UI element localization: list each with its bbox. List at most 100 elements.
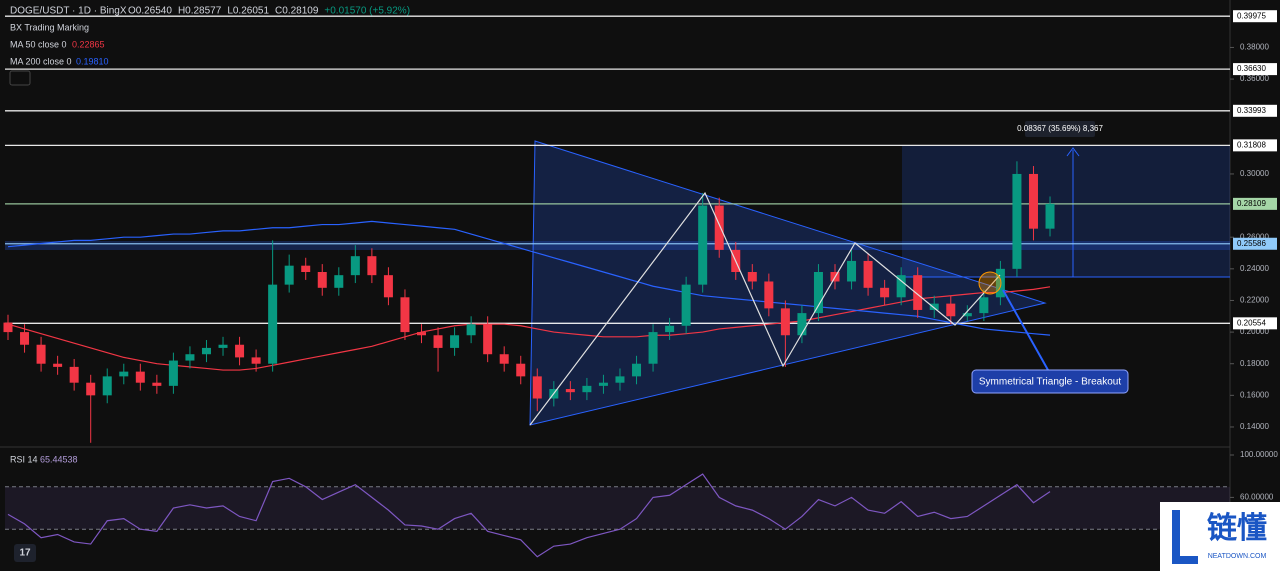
triangle-drawing <box>529 140 1047 426</box>
candle-body <box>1045 203 1055 229</box>
candle-body <box>847 260 857 282</box>
candle-body <box>632 363 642 377</box>
candle-body <box>813 271 823 314</box>
quote-value: H0.28577 <box>178 6 222 17</box>
candle-body <box>135 371 145 383</box>
level-label-box <box>1233 104 1277 117</box>
candle-body <box>53 363 63 367</box>
legend-name: MA 50 close 0 <box>10 39 67 49</box>
level-label: 0.31808 <box>1237 140 1266 149</box>
level-label: 0.28109 <box>1237 199 1266 208</box>
candle-body <box>102 376 112 396</box>
ma-line <box>7 220 1051 336</box>
quote-value: O0.26540 <box>128 6 172 17</box>
y-tick-label: 0.14000 <box>1240 422 1269 431</box>
candle-body <box>334 275 344 288</box>
ma-line <box>7 286 1051 371</box>
quote-value: C0.28109 <box>275 6 319 17</box>
candle-body <box>317 271 327 288</box>
candle-body <box>582 385 592 393</box>
candle-body <box>450 335 460 348</box>
candle-body <box>979 297 989 314</box>
candle-body <box>516 363 526 377</box>
indicator-label: BX Trading Marking <box>10 22 89 32</box>
callout-line <box>1002 289 1049 371</box>
rsi-band <box>5 486 1230 530</box>
candle-body <box>483 324 493 355</box>
candle-body <box>119 371 129 377</box>
level-label-box <box>1233 197 1277 210</box>
tv-logo <box>14 544 36 562</box>
candle-body <box>598 382 608 386</box>
candle-body <box>218 344 228 348</box>
candle-body <box>235 344 245 358</box>
collapse-button[interactable] <box>9 70 31 86</box>
candle-body <box>3 322 13 333</box>
candle-body <box>251 357 261 364</box>
candle-body <box>565 389 575 393</box>
breakout-marker <box>978 271 1002 295</box>
candle-body <box>532 376 542 399</box>
candle-body <box>499 354 509 364</box>
candle-body <box>367 256 377 276</box>
symbol: DOGE/USDT · 1D · BingX <box>10 6 127 17</box>
measure-arrowhead <box>1066 147 1080 157</box>
measure-label: 0.08367 (35.69%) 8,367 <box>1017 124 1103 133</box>
rsi-label: RSI 14 <box>10 454 38 464</box>
candle-body <box>417 332 426 336</box>
callout-text: Symmetrical Triangle - Breakout <box>979 377 1121 388</box>
candle-body <box>433 335 443 348</box>
quote-value: L0.26051 <box>227 6 269 17</box>
candle-body <box>152 382 162 386</box>
candle-body <box>284 265 294 285</box>
level-label-box <box>1233 139 1277 152</box>
y-tick-label: 0.30000 <box>1240 169 1269 178</box>
y-tick-label: 0.16000 <box>1240 390 1269 399</box>
y-tick-label: 0.38000 <box>1240 43 1269 52</box>
candle-body <box>698 205 708 285</box>
candle-body <box>86 382 96 396</box>
candle-body <box>69 366 79 383</box>
level-label-box <box>1233 63 1277 76</box>
watermark-title: 链懂 <box>1207 511 1267 545</box>
candle-body <box>201 347 211 355</box>
watermark-icon <box>1172 510 1198 564</box>
candle-body <box>268 284 278 364</box>
candle-body <box>36 344 46 364</box>
measure-label-box <box>1025 121 1095 137</box>
y-tick-label: 0.26000 <box>1240 232 1269 241</box>
level-label: 0.20554 <box>1237 318 1266 327</box>
candle-body <box>20 332 30 345</box>
candle-body <box>797 313 807 336</box>
candle-body <box>714 205 724 250</box>
candle-body <box>665 325 675 333</box>
candle-body <box>350 256 360 276</box>
candle-body <box>747 271 757 282</box>
candle-body <box>301 265 311 272</box>
y-tick-label: 0.24000 <box>1240 264 1269 273</box>
level-label-box <box>1233 10 1277 23</box>
y-tick-label: 0.18000 <box>1240 359 1269 368</box>
candle-body <box>764 281 774 309</box>
candle-body <box>913 275 923 310</box>
candle-body <box>863 260 873 288</box>
rsi-line <box>7 473 1051 558</box>
candle-body <box>780 308 790 336</box>
candle-body <box>995 268 1005 298</box>
zone <box>5 241 1230 250</box>
measure-box <box>902 146 1230 277</box>
candle-body <box>946 303 956 317</box>
candle-body <box>880 287 890 298</box>
rsi-tick-label: 60.00000 <box>1240 493 1274 502</box>
candle-body <box>1028 173 1038 229</box>
legend-value: 0.22865 <box>72 39 105 49</box>
rsi-value: 65.44538 <box>40 454 78 464</box>
legend-value: 0.19810 <box>76 56 109 66</box>
candle-body <box>466 324 476 336</box>
y-tick-label: 0.36000 <box>1240 74 1269 83</box>
candle-body <box>185 354 195 361</box>
level-label-box <box>1233 317 1277 330</box>
